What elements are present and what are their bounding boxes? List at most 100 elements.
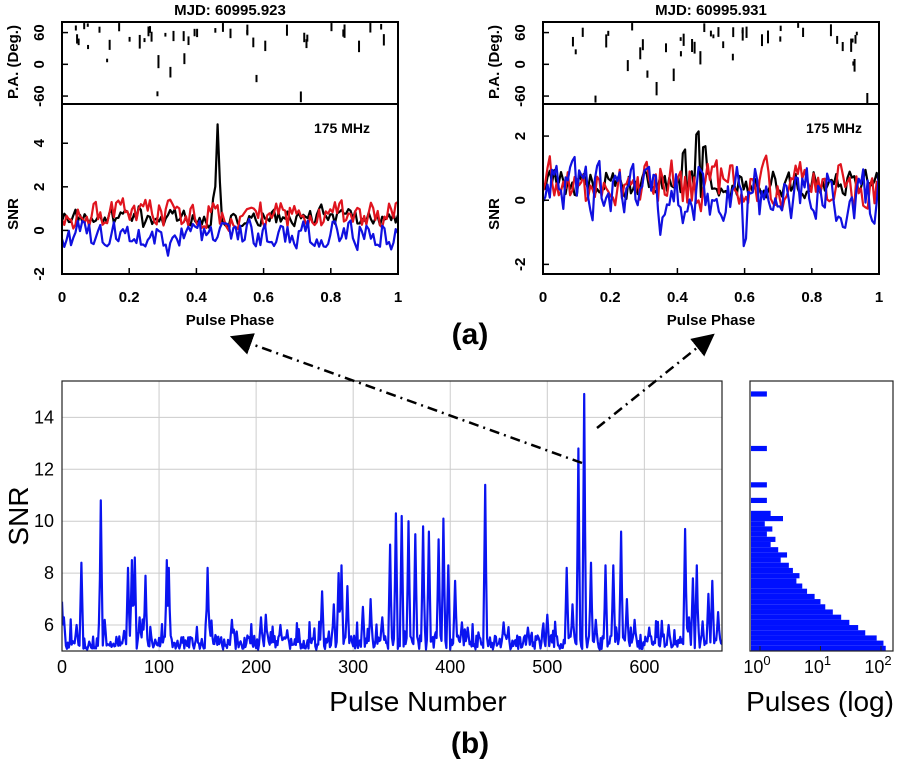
profile-right-snr-plot: 0 0.2 0.4 0.6 0.8 1 -2 0 2 xyxy=(512,130,883,306)
x-tick-label: 0.4 xyxy=(186,289,208,306)
profile-left-panel: MJD: 60995.923 -60 0 60 0 0.2 0.4 0.6 0.8 1 -2 0 2… xyxy=(5,2,402,329)
x-tick-label: 0.4 xyxy=(667,289,689,306)
histogram-bar xyxy=(751,599,821,605)
profile-left-frequency: 175 MHz xyxy=(314,120,370,136)
histogram-bar xyxy=(751,614,842,620)
profile-left-snr-ylabel: SNR xyxy=(5,198,22,230)
hist-tick-exponent: 1 xyxy=(824,653,831,668)
histogram-bar xyxy=(751,583,803,589)
x-tick-label: 500 xyxy=(532,657,562,677)
hist-tick-base: 10 xyxy=(864,657,884,677)
snr-plot-frame xyxy=(61,380,723,652)
x-tick-label: 400 xyxy=(435,657,465,677)
histogram-bar xyxy=(751,630,866,636)
profile-line-V xyxy=(62,217,398,257)
y-tick-label: 10 xyxy=(34,511,54,531)
profile-left-pa-plot: -60 0 60 xyxy=(31,23,385,107)
histogram-frame xyxy=(749,380,894,652)
profile-left-snr-plot: 0 0.2 0.4 0.6 0.8 1 -2 0 2 4 xyxy=(31,123,402,306)
x-tick-label: 1 xyxy=(875,289,883,306)
histogram-bar xyxy=(751,562,789,568)
profile-left-title: MJD: 60995.923 xyxy=(174,2,286,19)
histogram-bar xyxy=(751,645,886,651)
profile-line-V xyxy=(543,155,879,248)
y-tick-label: 2 xyxy=(31,183,48,191)
snr-xlabel: Pulse Number xyxy=(329,686,506,717)
panel-label-b: (b) xyxy=(451,727,489,760)
x-tick-label: 1 xyxy=(394,289,402,306)
pa-tick-label: 60 xyxy=(512,24,529,41)
hist-tick-exponent: 0 xyxy=(763,653,770,668)
hist-tick-exponent: 2 xyxy=(884,653,891,668)
hist-tick-label: 100 xyxy=(743,653,770,677)
y-tick-label: 0 xyxy=(512,196,529,204)
profile-right-xlabel: Pulse Phase xyxy=(667,312,755,329)
snr-ylabel: SNR xyxy=(3,486,34,545)
y-tick-label: -2 xyxy=(31,267,48,280)
profile-right-panel: MJD: 60995.931 -60 0 60 0 0.2 0.4 0.6 0.8 1 -2 0 2… xyxy=(486,2,883,329)
y-tick-label: -2 xyxy=(512,258,529,271)
x-tick-label: 200 xyxy=(241,657,271,677)
profile-left-snr-frame xyxy=(61,103,399,275)
histogram-bar xyxy=(751,573,800,579)
histogram-bar xyxy=(751,588,808,594)
histogram-ticks: 100 101 102 xyxy=(743,646,892,677)
arrow-to-left-profile xyxy=(229,333,583,465)
histogram-xlabel: Pulses (log) xyxy=(746,686,894,717)
hist-tick-label: 102 xyxy=(864,653,891,677)
x-tick-label: 0.6 xyxy=(734,289,755,306)
x-tick-label: 0 xyxy=(58,289,66,306)
panel-label-a: (a) xyxy=(452,318,489,351)
y-tick-label: 14 xyxy=(34,407,54,427)
pa-tick-label: -60 xyxy=(31,85,48,107)
y-tick-label: 6 xyxy=(44,615,54,635)
histogram-bar xyxy=(751,536,776,542)
histogram-bar xyxy=(751,482,767,488)
histogram-bar xyxy=(751,552,788,558)
y-tick-label: 12 xyxy=(34,459,54,479)
histogram-bar xyxy=(751,619,850,626)
x-tick-label: 600 xyxy=(629,657,659,677)
histogram-bar xyxy=(751,625,859,631)
snr-line xyxy=(62,392,722,651)
profile-left-xlabel: Pulse Phase xyxy=(186,312,274,329)
histogram-bar xyxy=(751,510,771,516)
histogram-bar xyxy=(751,635,877,641)
arrow-to-right-profile xyxy=(596,333,715,429)
histogram-bar xyxy=(751,578,797,584)
x-tick-label: 300 xyxy=(338,657,368,677)
x-tick-label: 0.6 xyxy=(253,289,274,306)
histogram-bar xyxy=(751,593,815,600)
profile-line-L xyxy=(62,197,398,232)
x-tick-label: 0 xyxy=(539,289,547,306)
profile-right-frequency: 175 MHz xyxy=(806,120,862,136)
histogram-bar xyxy=(751,497,767,504)
histogram-bar xyxy=(751,521,765,527)
histogram-bar xyxy=(751,541,771,548)
histogram-bar xyxy=(751,604,826,610)
hist-tick-label: 101 xyxy=(804,653,831,677)
profile-right-pa-plot: -60 0 60 xyxy=(512,23,869,107)
profile-right-title: MJD: 60995.931 xyxy=(655,2,767,19)
histogram-bar xyxy=(751,516,783,522)
pa-tick-label: 0 xyxy=(512,60,529,68)
histogram-bar xyxy=(751,531,767,537)
histogram-bar xyxy=(751,609,833,615)
y-tick-label: 2 xyxy=(512,132,529,140)
y-tick-label: 4 xyxy=(31,138,48,147)
histogram-bar xyxy=(751,445,767,452)
histogram-bar xyxy=(751,567,793,574)
x-tick-label: 0.2 xyxy=(600,289,621,306)
x-tick-label: 100 xyxy=(144,657,174,677)
x-tick-label: 0.8 xyxy=(801,289,822,306)
profile-right-snr-ylabel: SNR xyxy=(486,198,503,230)
snr-histogram-panel: 100 101 102 Pulses (log) xyxy=(743,380,894,717)
profile-left-pa-ylabel: P.A. (Deg.) xyxy=(5,25,22,99)
x-tick-label: 0.8 xyxy=(320,289,341,306)
profile-series-group xyxy=(543,130,879,248)
histogram-bar xyxy=(751,526,773,532)
y-tick-label: 8 xyxy=(44,563,54,583)
profile-right-pa-ylabel: P.A. (Deg.) xyxy=(486,25,503,99)
histogram-bars xyxy=(751,391,886,651)
